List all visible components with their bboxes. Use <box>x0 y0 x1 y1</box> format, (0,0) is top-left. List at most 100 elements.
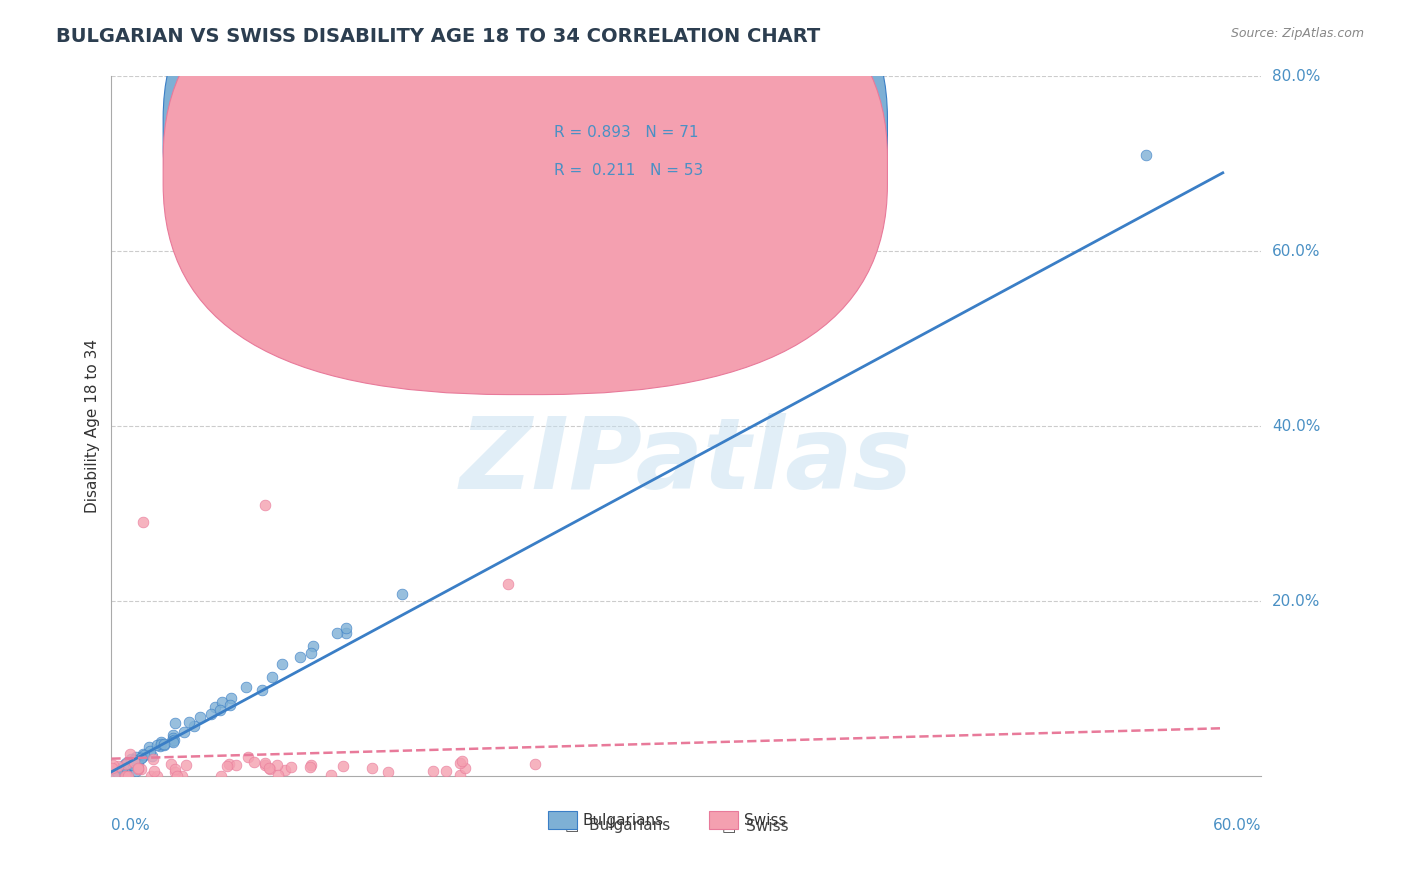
Text: 0.0%: 0.0% <box>111 818 150 833</box>
Swiss <box>146 769 169 783</box>
Swiss <box>127 761 149 775</box>
Swiss <box>422 764 444 779</box>
Bulgarians <box>211 695 233 709</box>
Bulgarians <box>129 750 152 764</box>
Bulgarians <box>163 716 186 731</box>
Swiss <box>243 755 266 769</box>
Swiss <box>103 769 125 783</box>
Bulgarians <box>134 748 156 763</box>
Swiss <box>101 757 124 772</box>
Swiss <box>115 756 138 771</box>
Swiss <box>132 516 155 530</box>
Swiss <box>280 759 302 773</box>
Swiss <box>139 769 162 783</box>
Text: ZIPatlas: ZIPatlas <box>460 413 912 509</box>
Text: Bulgarians: Bulgarians <box>582 813 664 828</box>
Bulgarians <box>117 758 139 772</box>
Y-axis label: Disability Age 18 to 34: Disability Age 18 to 34 <box>86 339 100 513</box>
Bulgarians <box>1135 148 1157 162</box>
Swiss <box>163 762 186 776</box>
Bulgarians <box>149 739 172 753</box>
Swiss <box>299 757 322 772</box>
Bulgarians <box>139 744 162 758</box>
Bulgarians <box>219 690 242 705</box>
Swiss <box>238 749 260 764</box>
Text: □  Swiss: □ Swiss <box>721 818 789 833</box>
Bulgarians <box>124 756 146 771</box>
Bulgarians <box>101 764 124 778</box>
Swiss <box>523 756 546 771</box>
Swiss <box>254 498 277 512</box>
Bulgarians <box>162 734 184 748</box>
Bulgarians <box>115 756 138 771</box>
Bulgarians <box>124 753 146 767</box>
Swiss <box>454 761 477 775</box>
Swiss <box>451 755 474 769</box>
Swiss <box>129 762 152 776</box>
Swiss <box>114 769 136 783</box>
Swiss <box>101 761 124 775</box>
Bulgarians <box>200 707 222 722</box>
Bulgarians <box>114 764 136 779</box>
Bulgarians <box>131 750 153 764</box>
Swiss <box>115 769 138 783</box>
Swiss <box>118 747 141 761</box>
Bulgarians <box>141 749 163 764</box>
Bulgarians <box>149 737 172 751</box>
Bar <box>548 811 576 829</box>
Bulgarians <box>132 747 155 761</box>
Text: R = 0.893   N = 71: R = 0.893 N = 71 <box>554 125 699 139</box>
Bulgarians <box>218 698 240 712</box>
Bulgarians <box>107 764 129 778</box>
Bulgarians <box>111 764 134 779</box>
Bulgarians <box>335 625 357 640</box>
Swiss <box>332 759 354 773</box>
Bulgarians <box>104 769 127 783</box>
Bulgarians <box>163 733 186 747</box>
Bulgarians <box>104 767 127 781</box>
Swiss <box>107 759 129 773</box>
Bulgarians <box>204 700 226 714</box>
Swiss <box>142 764 165 779</box>
Swiss <box>159 757 181 772</box>
Bulgarians <box>138 739 160 754</box>
Swiss <box>298 760 321 774</box>
Bulgarians <box>173 724 195 739</box>
Bulgarians <box>150 735 173 749</box>
Bulgarians <box>105 764 128 779</box>
Swiss <box>449 756 471 770</box>
Bulgarians <box>252 682 274 697</box>
Swiss <box>209 768 232 782</box>
Swiss <box>449 768 471 782</box>
Bulgarians <box>103 769 125 783</box>
Text: Source: ZipAtlas.com: Source: ZipAtlas.com <box>1230 27 1364 40</box>
FancyBboxPatch shape <box>163 0 887 356</box>
Text: 20.0%: 20.0% <box>1272 594 1320 608</box>
Bulgarians <box>299 646 322 660</box>
Bulgarians <box>271 657 294 671</box>
Text: 80.0%: 80.0% <box>1272 69 1320 84</box>
Bulgarians <box>108 764 131 779</box>
Swiss <box>496 576 519 591</box>
Text: R =  0.211   N = 53: R = 0.211 N = 53 <box>554 163 703 178</box>
Swiss <box>165 765 187 780</box>
Bulgarians <box>114 761 136 775</box>
Text: 40.0%: 40.0% <box>1272 418 1320 434</box>
Bulgarians <box>302 639 325 653</box>
Swiss <box>321 768 343 782</box>
Bulgarians <box>127 756 149 771</box>
Bulgarians <box>162 728 184 742</box>
Text: □  Bulgarians: □ Bulgarians <box>565 818 669 833</box>
Swiss <box>225 757 247 772</box>
Swiss <box>257 761 280 775</box>
Text: BULGARIAN VS SWISS DISABILITY AGE 18 TO 34 CORRELATION CHART: BULGARIAN VS SWISS DISABILITY AGE 18 TO … <box>56 27 821 45</box>
Bulgarians <box>391 587 413 601</box>
Bulgarians <box>114 762 136 776</box>
Bulgarians <box>121 751 143 765</box>
Bulgarians <box>125 753 148 767</box>
Bulgarians <box>104 769 127 783</box>
Bulgarians <box>125 764 148 778</box>
Swiss <box>218 757 240 772</box>
Bulgarians <box>103 769 125 783</box>
Bulgarians <box>110 766 132 780</box>
